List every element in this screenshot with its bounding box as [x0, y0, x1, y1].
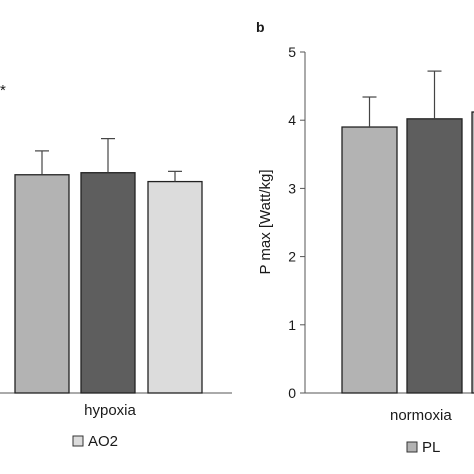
x-group-label-left: hypoxia: [84, 402, 136, 419]
left-bar-2: [80, 172, 136, 394]
left-bar-1: [14, 174, 70, 394]
y-ticks-right: 0 1 2 3 4 5: [288, 44, 305, 401]
y-axis-title: P max [Watt/kg]: [257, 169, 274, 274]
y-tick-label-0: 0: [288, 385, 296, 401]
y-tick-label-4: 4: [288, 112, 296, 128]
chart-panel-right: b 0 1 2 3 4 5 P max [Watt/kg] normoxia PL: [256, 19, 474, 456]
bars-left: [14, 138, 203, 394]
panel-letter-b: b: [256, 19, 265, 35]
bars-right: [341, 70, 474, 394]
y-tick-label-1: 1: [288, 317, 296, 333]
right-bar-2: [406, 118, 463, 394]
significance-marker: *: [0, 82, 6, 99]
legend-left: AO2: [72, 433, 118, 450]
left-bar-3: [147, 180, 203, 394]
y-tick-label-5: 5: [288, 44, 296, 60]
legend-right: PL: [406, 439, 440, 456]
chart-panel-left: * hypoxia AO2: [0, 82, 232, 450]
right-bar-1: [341, 126, 398, 394]
legend-label-pl: PL: [422, 439, 440, 456]
y-tick-label-2: 2: [288, 249, 296, 265]
y-tick-label-3: 3: [288, 180, 296, 196]
legend-swatch-pl: [406, 441, 418, 453]
right-bar-3: [471, 111, 474, 394]
legend-swatch-ao2: [72, 435, 84, 447]
legend-label-ao2: AO2: [88, 433, 118, 450]
x-group-label-right: normoxia: [390, 407, 452, 424]
